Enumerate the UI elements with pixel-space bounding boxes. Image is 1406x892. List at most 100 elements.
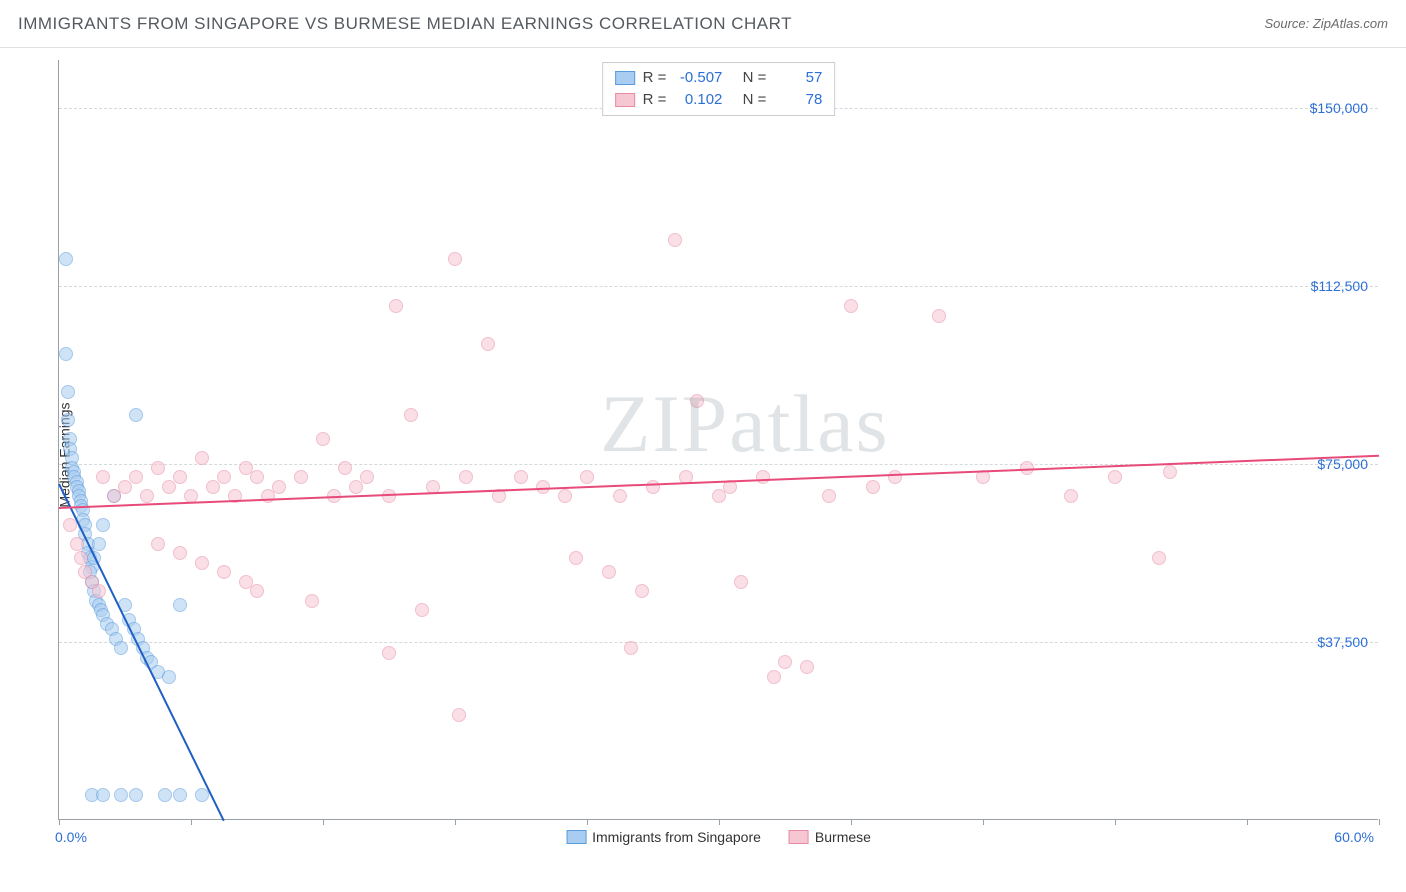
y-tick-label: $150,000 bbox=[1310, 100, 1368, 116]
point-burmese bbox=[756, 470, 770, 484]
point-burmese bbox=[389, 299, 403, 313]
x-tick bbox=[1379, 819, 1380, 825]
point-burmese bbox=[96, 470, 110, 484]
point-singapore bbox=[173, 788, 187, 802]
x-tick bbox=[1247, 819, 1248, 825]
point-singapore bbox=[59, 252, 73, 266]
point-burmese bbox=[382, 646, 396, 660]
r-label: R = bbox=[643, 89, 667, 111]
point-burmese bbox=[844, 299, 858, 313]
x-tick bbox=[323, 819, 324, 825]
point-burmese bbox=[690, 394, 704, 408]
point-burmese bbox=[239, 575, 253, 589]
point-burmese bbox=[448, 252, 462, 266]
point-burmese bbox=[70, 537, 84, 551]
point-burmese bbox=[734, 575, 748, 589]
x-tick bbox=[1115, 819, 1116, 825]
point-burmese bbox=[1108, 470, 1122, 484]
x-tick bbox=[983, 819, 984, 825]
series-legend: Immigrants from Singapore Burmese bbox=[566, 829, 871, 845]
point-burmese bbox=[250, 584, 264, 598]
point-burmese bbox=[613, 489, 627, 503]
x-tick bbox=[719, 819, 720, 825]
point-singapore bbox=[96, 518, 110, 532]
watermark-thin: atlas bbox=[729, 378, 889, 469]
point-burmese bbox=[195, 451, 209, 465]
point-burmese bbox=[602, 565, 616, 579]
x-max-label: 60.0% bbox=[1334, 829, 1374, 845]
point-singapore bbox=[61, 413, 75, 427]
source-name: ZipAtlas.com bbox=[1313, 16, 1388, 31]
x-tick bbox=[59, 819, 60, 825]
source-attribution: Source: ZipAtlas.com bbox=[1264, 16, 1388, 31]
point-burmese bbox=[778, 655, 792, 669]
n-value-singapore: 57 bbox=[774, 67, 822, 89]
point-burmese bbox=[217, 565, 231, 579]
swatch-burmese bbox=[615, 93, 635, 107]
n-label: N = bbox=[743, 67, 767, 89]
gridline bbox=[59, 286, 1378, 287]
point-burmese bbox=[272, 480, 286, 494]
x-tick bbox=[191, 819, 192, 825]
point-singapore bbox=[61, 385, 75, 399]
plot-region: ZIPatlas R = -0.507 N = 57 R = 0.102 N =… bbox=[58, 60, 1378, 820]
legend-item-singapore: Immigrants from Singapore bbox=[566, 829, 761, 845]
n-label: N = bbox=[743, 89, 767, 111]
point-burmese bbox=[195, 556, 209, 570]
point-burmese bbox=[558, 489, 572, 503]
point-burmese bbox=[866, 480, 880, 494]
point-burmese bbox=[129, 470, 143, 484]
point-burmese bbox=[74, 551, 88, 565]
watermark: ZIPatlas bbox=[600, 377, 889, 471]
x-min-label: 0.0% bbox=[55, 829, 87, 845]
point-burmese bbox=[932, 309, 946, 323]
point-burmese bbox=[151, 461, 165, 475]
legend-label-burmese: Burmese bbox=[815, 829, 871, 845]
r-value-burmese: 0.102 bbox=[674, 89, 722, 111]
point-burmese bbox=[217, 470, 231, 484]
point-burmese bbox=[305, 594, 319, 608]
point-burmese bbox=[173, 546, 187, 560]
gridline bbox=[59, 642, 1378, 643]
point-burmese bbox=[668, 233, 682, 247]
point-burmese bbox=[888, 470, 902, 484]
chart-title: IMMIGRANTS FROM SINGAPORE VS BURMESE MED… bbox=[18, 14, 792, 34]
point-singapore bbox=[158, 788, 172, 802]
legend-swatch-burmese bbox=[789, 830, 809, 844]
point-burmese bbox=[635, 584, 649, 598]
y-tick-label: $112,500 bbox=[1311, 278, 1368, 294]
point-burmese bbox=[140, 489, 154, 503]
point-burmese bbox=[1064, 489, 1078, 503]
correlation-legend: R = -0.507 N = 57 R = 0.102 N = 78 bbox=[602, 62, 836, 116]
point-singapore bbox=[92, 537, 106, 551]
point-burmese bbox=[294, 470, 308, 484]
point-burmese bbox=[338, 461, 352, 475]
legend-label-singapore: Immigrants from Singapore bbox=[592, 829, 761, 845]
point-burmese bbox=[1163, 465, 1177, 479]
r-label: R = bbox=[643, 67, 667, 89]
point-burmese bbox=[767, 670, 781, 684]
point-burmese bbox=[536, 480, 550, 494]
chart-header: IMMIGRANTS FROM SINGAPORE VS BURMESE MED… bbox=[0, 0, 1406, 48]
point-burmese bbox=[481, 337, 495, 351]
point-burmese bbox=[404, 408, 418, 422]
point-burmese bbox=[459, 470, 473, 484]
r-value-singapore: -0.507 bbox=[674, 67, 722, 89]
swatch-singapore bbox=[615, 71, 635, 85]
x-tick bbox=[455, 819, 456, 825]
watermark-bold: ZIP bbox=[600, 378, 729, 469]
point-burmese bbox=[173, 470, 187, 484]
point-singapore bbox=[114, 788, 128, 802]
legend-item-burmese: Burmese bbox=[789, 829, 871, 845]
stat-row-burmese: R = 0.102 N = 78 bbox=[615, 89, 823, 111]
point-singapore bbox=[129, 408, 143, 422]
trendline-singapore bbox=[58, 483, 225, 821]
point-burmese bbox=[151, 537, 165, 551]
chart-area: Median Earnings ZIPatlas R = -0.507 N = … bbox=[18, 60, 1388, 850]
source-prefix: Source: bbox=[1264, 16, 1312, 31]
n-value-burmese: 78 bbox=[774, 89, 822, 111]
stat-row-singapore: R = -0.507 N = 57 bbox=[615, 67, 823, 89]
point-burmese bbox=[822, 489, 836, 503]
legend-swatch-singapore bbox=[566, 830, 586, 844]
point-singapore bbox=[96, 788, 110, 802]
